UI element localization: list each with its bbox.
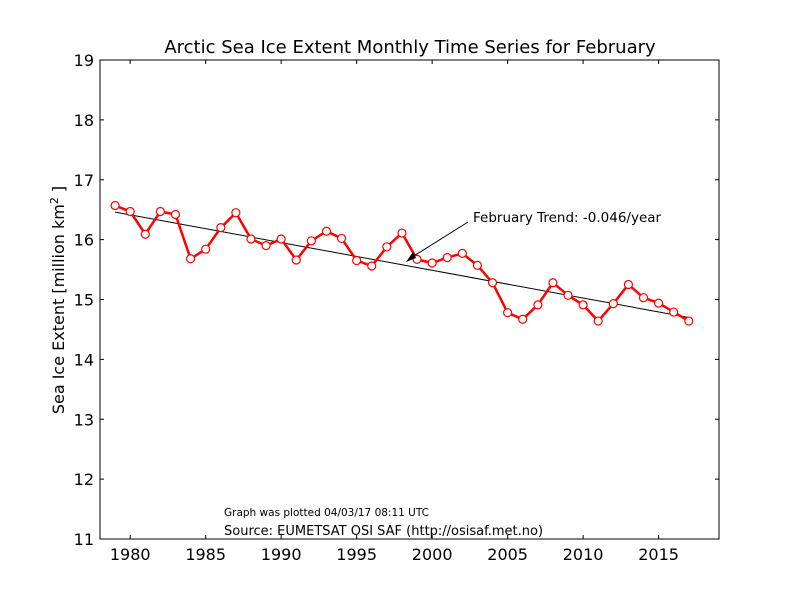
trend-line [115, 211, 689, 318]
data-point [185, 254, 196, 264]
y-tick-label: 18 [74, 111, 94, 130]
data-point [593, 316, 603, 326]
y-tick-label: 14 [74, 350, 94, 369]
data-point [201, 244, 211, 254]
series-layer [110, 200, 694, 326]
data-point [125, 206, 135, 217]
data-point [231, 208, 241, 218]
x-tick-label: 2000 [412, 545, 453, 564]
y-tick-label: 19 [74, 51, 94, 70]
y-tick-label: 17 [74, 171, 94, 190]
data-point [336, 233, 347, 244]
data-point [654, 298, 664, 308]
data-point [110, 200, 120, 211]
x-tick-label: 1980 [110, 545, 151, 564]
y-tick-label: 16 [74, 231, 94, 250]
chart-title: Arctic Sea Ice Extent Monthly Time Serie… [164, 37, 656, 58]
data-point [487, 278, 498, 288]
x-tick-label: 1995 [336, 545, 377, 564]
data-point [472, 260, 483, 270]
trend-arrow-shaft [408, 221, 469, 260]
x-tick-label: 2010 [563, 545, 604, 564]
y-tick-label: 12 [74, 470, 94, 489]
trend-annotation: February Trend: -0.046/year [473, 210, 662, 226]
plot-frame [99, 59, 720, 540]
data-point [608, 299, 618, 309]
data-point [306, 236, 316, 246]
x-tick-label: 1985 [185, 545, 226, 564]
data-point [276, 234, 286, 244]
trend-arrow-head [406, 252, 416, 262]
data-point [684, 316, 694, 326]
data-point [578, 300, 588, 310]
y-axis-label: Sea Ice Extent [million km2 ] [48, 186, 68, 414]
trend-layer [115, 211, 689, 318]
y-tick-label: 11 [74, 530, 94, 549]
data-point [261, 241, 271, 251]
data-point [382, 242, 392, 252]
data-point [246, 234, 256, 244]
data-point [457, 248, 467, 258]
data-point [518, 314, 528, 324]
data-point [638, 293, 649, 303]
x-tick-label: 2005 [487, 545, 528, 564]
data-point [548, 278, 558, 288]
data-point [533, 300, 543, 310]
data-point [291, 255, 301, 265]
data-point [155, 206, 165, 217]
data-point [427, 258, 437, 268]
axes: 1980 1985 1990 1995 2000 2005 2010 2015 11 12 13 14… [74, 51, 720, 564]
y-axis-label-end: ] [49, 186, 68, 197]
y-tick-label: 15 [74, 291, 94, 310]
data-point [140, 229, 150, 239]
x-tick-label: 2015 [638, 545, 679, 564]
data-point [503, 308, 513, 318]
data-point [170, 209, 181, 220]
y-axis-label-main: Sea Ice Extent [million km [49, 204, 68, 414]
plotted-timestamp: Graph was plotted 04/03/17 08:11 UTC [224, 507, 429, 519]
data-point [669, 307, 679, 317]
data-point [321, 226, 332, 236]
data-point [216, 223, 226, 233]
data-point [442, 252, 452, 263]
y-axis-label-superscript: 2 [48, 197, 61, 204]
data-point [397, 228, 407, 238]
data-point [623, 279, 634, 290]
x-tick-label: 1990 [261, 545, 302, 564]
y-tick-label: 13 [74, 410, 94, 429]
source-credit: Source: EUMETSAT OSI SAF (http://osisaf.… [224, 524, 543, 539]
data-point [563, 290, 573, 300]
data-point [367, 261, 377, 271]
data-point [352, 255, 362, 266]
